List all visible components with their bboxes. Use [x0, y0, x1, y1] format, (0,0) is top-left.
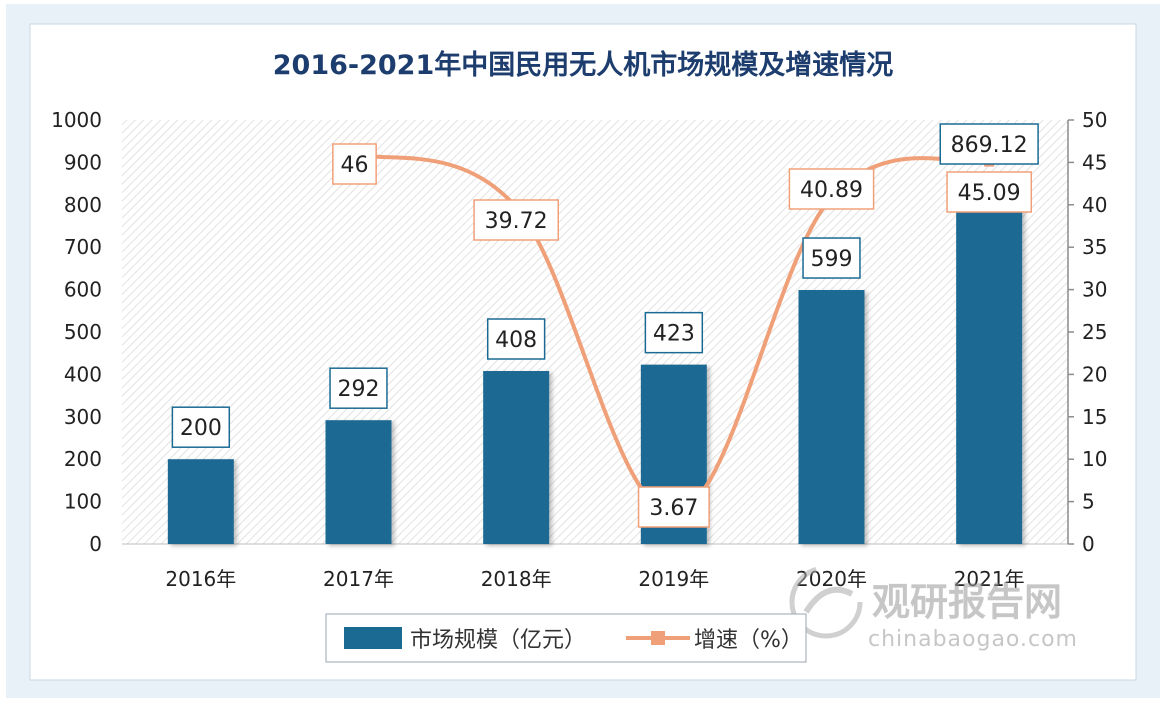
watermark: 观研报告网 chinabaogao.com [789, 565, 1078, 652]
legend: 市场规模（亿元） 增速（%） [325, 613, 807, 663]
bar-data-label: 292 [329, 367, 388, 409]
line-data-labels: 46 39.72 3.67 40.89 45.09 [332, 143, 1033, 528]
left-tick-label: 1000 [51, 108, 102, 132]
bar-data-label: 599 [802, 237, 861, 279]
bar-data-label: 408 [486, 318, 546, 360]
line-data-label: 3.67 [637, 486, 710, 528]
watermark-logo-icon [789, 565, 863, 639]
bar-data-label-text: 200 [180, 416, 222, 441]
bar-data-label: 200 [171, 406, 231, 448]
chart-title: 2016-2021年中国民用无人机市场规模及增速情况 [273, 49, 894, 81]
right-axis-ticks: 0 5 10 15 20 25 30 35 40 45 50 [1068, 108, 1107, 556]
left-axis-ticks: 0 100 200 300 400 500 600 700 800 900 1000 [51, 108, 102, 556]
legend-box [325, 613, 807, 663]
right-tick-label: 50 [1082, 108, 1107, 132]
line-data-label-box [788, 168, 875, 210]
line-data-label-text: 46 [341, 153, 369, 178]
bar-data-label: 423 [644, 311, 704, 354]
left-tick-label: 0 [89, 532, 102, 556]
x-tick-label: 2021年 [954, 567, 1025, 591]
right-tick-label: 40 [1082, 193, 1107, 217]
bar-data-label: 869.12 [939, 123, 1039, 165]
bar-data-label-text: 292 [338, 377, 380, 402]
line-data-label-box [946, 171, 1033, 213]
line-data-label-text: 3.67 [649, 496, 698, 521]
bar-data-label-box [802, 237, 861, 279]
right-tick-label: 30 [1082, 278, 1107, 302]
bar-data-label-box [939, 123, 1039, 165]
bar [956, 175, 1023, 545]
bar-data-label-text: 423 [653, 322, 695, 347]
left-tick-label: 400 [64, 362, 102, 386]
bar-data-label-text: 599 [811, 247, 853, 272]
left-tick-label: 700 [64, 235, 102, 259]
left-tick-label: 900 [64, 150, 102, 174]
right-tick-label: 25 [1082, 320, 1107, 344]
line-data-label: 45.09 [946, 171, 1033, 213]
bar [167, 459, 234, 544]
right-tick-label: 35 [1082, 235, 1107, 259]
watermark-url: chinabaogao.com [868, 627, 1078, 652]
bar-data-label-text: 408 [495, 328, 537, 353]
bar-data-label-box [486, 318, 546, 360]
line-data-label: 46 [332, 143, 377, 185]
line-data-label-box [473, 199, 560, 241]
bar [483, 371, 550, 544]
plot-area [122, 120, 1068, 544]
left-tick-label: 800 [64, 193, 102, 217]
legend-bar-swatch [344, 627, 402, 649]
line-data-label: 40.89 [788, 168, 875, 210]
bar-data-label-box [171, 406, 231, 448]
right-tick-label: 0 [1082, 532, 1095, 556]
x-axis-tick-labels: 2016年 2017年 2018年 2019年 2020年 2021年 [165, 567, 1024, 591]
line-data-label-text: 45.09 [958, 181, 1021, 206]
line-data-label: 39.72 [473, 199, 560, 241]
right-tick-label: 10 [1082, 447, 1107, 471]
bar-data-labels: 200 292 408 423 599 869.12 [171, 123, 1039, 448]
x-tick-label: 2017年 [323, 567, 394, 591]
right-tick-label: 5 [1082, 490, 1095, 514]
left-tick-label: 300 [64, 405, 102, 429]
right-tick-label: 20 [1082, 362, 1107, 386]
left-tick-label: 100 [64, 490, 102, 514]
bar-data-label-text: 869.12 [951, 133, 1028, 158]
x-tick-label: 2016年 [165, 567, 236, 591]
line-data-label-text: 39.72 [485, 209, 548, 234]
right-tick-label: 15 [1082, 405, 1107, 429]
legend-line-marker [651, 631, 665, 645]
line-data-label-text: 40.89 [800, 178, 863, 203]
bar [798, 290, 865, 544]
bar [325, 420, 392, 544]
x-tick-label: 2019年 [638, 567, 709, 591]
left-tick-label: 200 [64, 447, 102, 471]
x-tick-label: 2018年 [481, 567, 552, 591]
watermark-name: 观研报告网 [872, 580, 1062, 624]
legend-line-label: 增速（%） [694, 628, 803, 653]
line-data-label-box [637, 486, 710, 528]
left-tick-label: 600 [64, 278, 102, 302]
bar-data-label-box [329, 367, 388, 409]
right-tick-label: 45 [1082, 150, 1107, 174]
legend-bar-label: 市场规模（亿元） [410, 628, 586, 653]
left-tick-label: 500 [64, 320, 102, 344]
line-data-label-box [332, 143, 377, 185]
bar-data-label-box [644, 311, 704, 354]
